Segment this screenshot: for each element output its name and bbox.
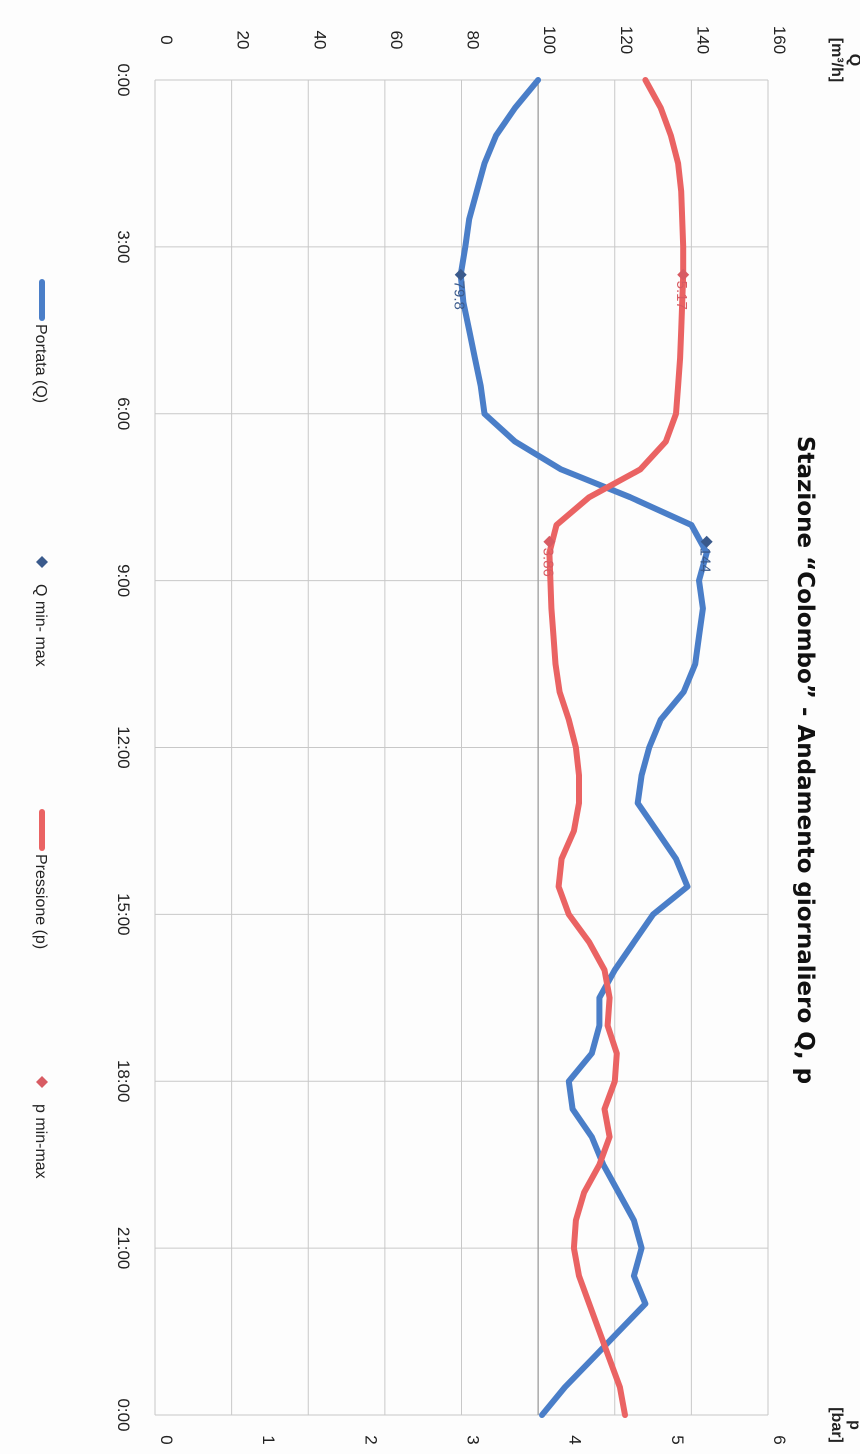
minmax-marker bbox=[543, 535, 556, 548]
q-tick-label: 160 bbox=[770, 26, 789, 54]
q-axis-label: Q bbox=[846, 54, 860, 66]
legend-entry: Pressione (p) bbox=[32, 854, 49, 949]
q-tick-label: 120 bbox=[617, 26, 636, 54]
p-tick-label: 3 bbox=[464, 1435, 483, 1444]
q-tick-label: 80 bbox=[464, 31, 483, 50]
legend-entry: Q min- max bbox=[32, 584, 49, 667]
gridlines bbox=[154, 79, 769, 1416]
time-tick-label: 9:00 bbox=[114, 564, 133, 597]
p-axis-label: p bbox=[846, 1420, 860, 1430]
q-tick-label: 100 bbox=[540, 26, 559, 54]
legend-marker bbox=[36, 556, 48, 568]
q-tick-label: 140 bbox=[693, 26, 712, 54]
data-label: 144 bbox=[697, 548, 714, 573]
minmax-marker bbox=[700, 535, 713, 548]
q-tick-label: 0 bbox=[157, 35, 176, 44]
time-tick-label: 0:00 bbox=[114, 1398, 133, 1431]
time-tick-label: 18:00 bbox=[114, 1060, 133, 1103]
series-line-portata bbox=[457, 77, 710, 1418]
p-axis-unit: [bar] bbox=[828, 1407, 845, 1443]
legend-entry: p min-max bbox=[32, 1104, 49, 1179]
series-line-pressione bbox=[546, 77, 687, 1418]
data-label: 5.17 bbox=[673, 281, 690, 310]
time-tick-label: 21:00 bbox=[114, 1227, 133, 1270]
q-axis-unit: [m³/h] bbox=[828, 38, 845, 82]
q-tick-label: 20 bbox=[234, 31, 253, 50]
legend-marker bbox=[36, 1076, 48, 1088]
p-tick-label: 4 bbox=[566, 1435, 585, 1444]
time-tick-label: 3:00 bbox=[114, 230, 133, 263]
p-tick-label: 6 bbox=[770, 1435, 789, 1444]
p-tick-label: 0 bbox=[157, 1435, 176, 1444]
minmax-marker bbox=[454, 268, 467, 281]
time-tick-label: 0:00 bbox=[114, 63, 133, 96]
time-tick-label: 6:00 bbox=[114, 397, 133, 430]
data-label: 3.86 bbox=[539, 548, 556, 577]
time-tick-label: 12:00 bbox=[114, 726, 133, 769]
chart-title: Stazione “Colombo” - Andamento giornalie… bbox=[792, 436, 818, 1084]
legend-entry: Portata (Q) bbox=[32, 324, 49, 403]
data-label: 79.8 bbox=[451, 281, 468, 310]
q-tick-label: 40 bbox=[310, 31, 329, 50]
minmax-marker bbox=[677, 268, 690, 281]
p-tick-label: 1 bbox=[259, 1435, 278, 1444]
q-tick-label: 60 bbox=[387, 31, 406, 50]
p-tick-label: 5 bbox=[668, 1435, 687, 1444]
time-tick-label: 15:00 bbox=[114, 893, 133, 936]
p-tick-label: 2 bbox=[361, 1435, 380, 1444]
